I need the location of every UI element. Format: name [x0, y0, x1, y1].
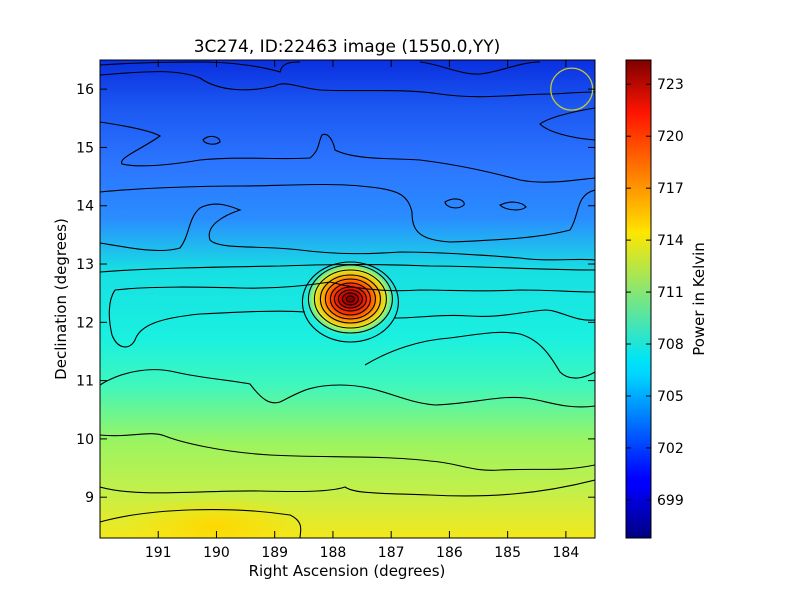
contour-line — [100, 71, 595, 98]
contour-line — [394, 309, 595, 321]
y-tick-label: 15 — [76, 140, 94, 156]
x-axis: 191 190 189 188 187 186 185 184 — [145, 60, 579, 561]
x-axis-title: Right Ascension (degrees) — [249, 562, 446, 580]
x-tick-label: 187 — [378, 545, 405, 561]
x-tick-label: 190 — [203, 545, 230, 561]
contour-line — [100, 121, 595, 183]
colorbar: 699 702 705 708 711 714 717 720 723 Power in Kel… — [625, 59, 708, 539]
colorbar-tick-label: 723 — [657, 77, 684, 93]
source-contour — [324, 278, 376, 320]
y-tick-label: 10 — [76, 432, 94, 448]
plot-area — [100, 60, 595, 538]
colorbar-tick-label: 702 — [657, 441, 684, 457]
y-tick-label: 16 — [76, 82, 94, 98]
plot-frame — [99, 59, 596, 539]
contour-line — [444, 198, 465, 209]
colorbar-tick-label: 711 — [657, 285, 684, 301]
source-contour — [337, 289, 363, 309]
y-tick-label: 9 — [85, 490, 94, 506]
contour-line — [100, 433, 595, 471]
chart-title: 3C274, ID:22463 image (1550.0,YY) — [194, 37, 501, 57]
colorbar-tick-label: 714 — [657, 233, 684, 249]
y-axis: 9 10 11 12 13 14 15 16 — [76, 82, 595, 506]
contour-line — [539, 107, 595, 141]
colorbar-tick-label: 708 — [657, 337, 684, 353]
y-tick-label: 13 — [76, 257, 94, 273]
colorbar-title: Power in Kelvin — [690, 242, 708, 356]
contour-lines — [100, 61, 595, 538]
x-tick-label: 185 — [494, 545, 521, 561]
contour-line — [419, 61, 541, 75]
y-axis-title: Declination (degrees) — [52, 218, 70, 380]
contour-line — [100, 61, 301, 73]
contour-line — [499, 201, 527, 211]
source-contour — [333, 286, 367, 312]
source-contour — [301, 261, 399, 343]
source-contour — [345, 295, 355, 303]
x-tick-label: 188 — [320, 545, 347, 561]
source-emission — [304, 261, 397, 337]
y-tick-label: 11 — [76, 374, 94, 390]
contour-line — [100, 479, 595, 497]
colorbar-tick-label: 717 — [657, 181, 684, 197]
warm-patch — [121, 496, 312, 538]
contour-line — [108, 289, 306, 348]
y-tick-label: 12 — [76, 315, 94, 331]
source-contour — [313, 269, 387, 329]
x-tick-label: 186 — [436, 545, 463, 561]
source-contour — [319, 274, 381, 324]
source-contour — [329, 282, 371, 316]
y-tick-label: 14 — [76, 199, 94, 215]
colorbar-ticks: 699 702 705 708 711 714 717 720 723 — [626, 77, 684, 509]
source-contours — [301, 261, 399, 343]
colorbar-tick-label: 720 — [657, 129, 684, 145]
colorbar-tick-label: 699 — [657, 493, 684, 509]
contour-line — [100, 183, 595, 243]
contour-line — [100, 203, 595, 261]
contour-line — [100, 369, 595, 408]
x-tick-label: 189 — [261, 545, 288, 561]
x-tick-label: 184 — [553, 545, 580, 561]
contour-line — [364, 331, 595, 379]
x-tick-label: 191 — [145, 545, 172, 561]
source-contour — [307, 264, 393, 334]
colorbar-tick-label: 705 — [657, 389, 684, 405]
contour-line — [202, 135, 221, 145]
colorbar-gradient — [625, 59, 652, 539]
source-contour — [341, 292, 359, 306]
contour-line — [100, 509, 302, 538]
